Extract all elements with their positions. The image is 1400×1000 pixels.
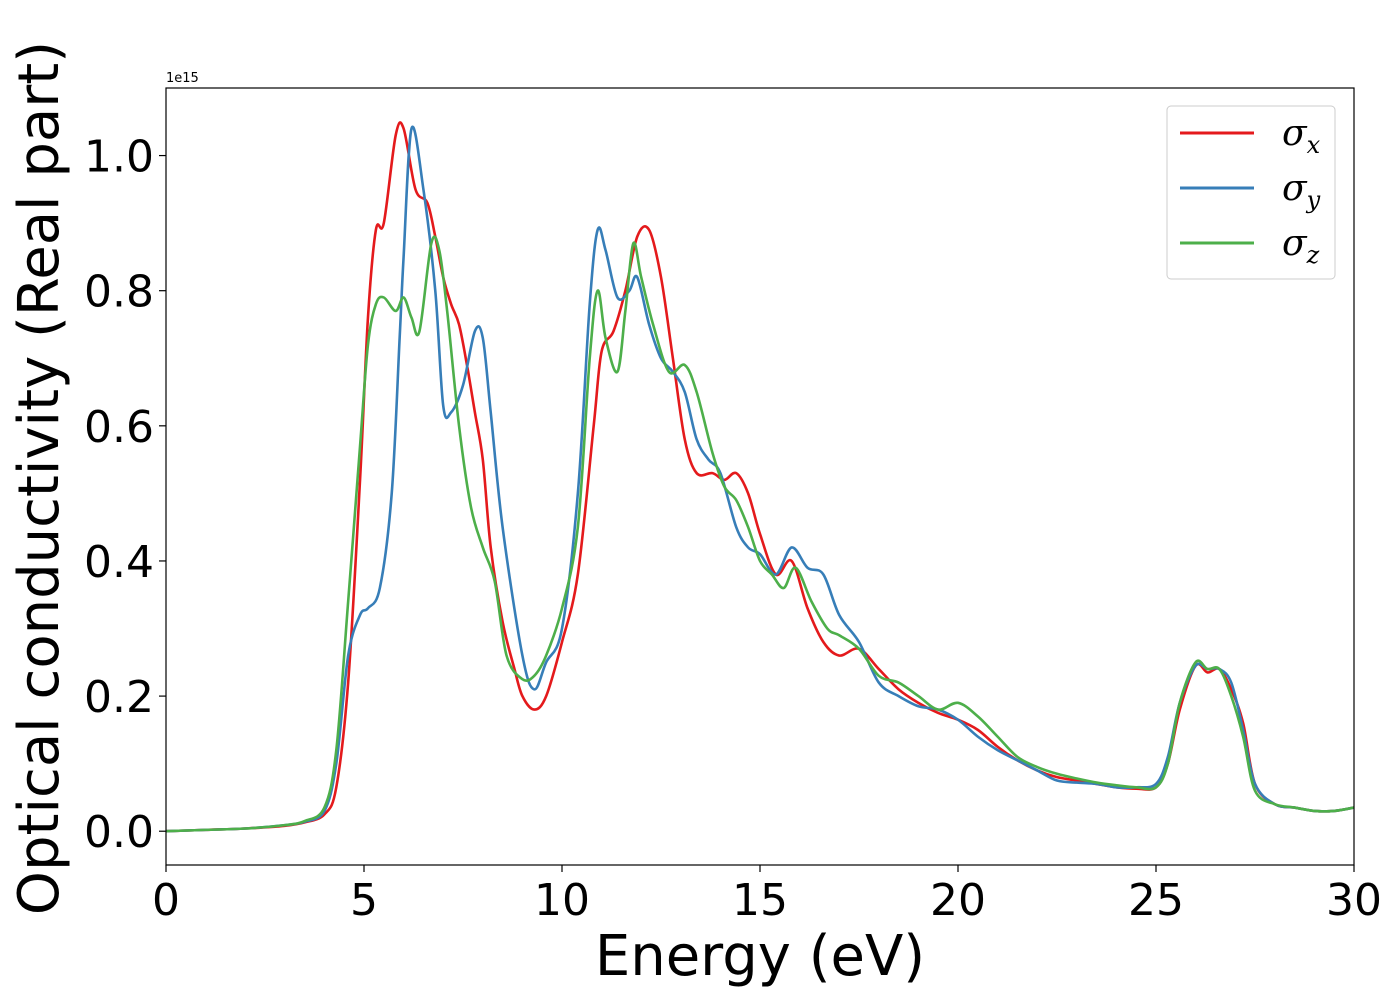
series-layer (166, 121, 1354, 833)
y-tick-label: 0.6 (84, 402, 154, 453)
x-tick-label: 25 (1128, 875, 1184, 926)
x-tick-label: 20 (930, 875, 986, 926)
y-tick-label: 0.0 (84, 807, 154, 858)
series-line-z (166, 235, 1354, 833)
y-tick-label: 0.8 (84, 267, 154, 318)
y-scale-exponent: 1e15 (166, 71, 199, 86)
x-tick-label: 5 (350, 875, 378, 926)
y-axis-title: Optical conductivity (Real part) (7, 41, 72, 915)
legend-box (1166, 105, 1336, 280)
x-axis-ticks: 0 5 10 15 20 25 30 (152, 865, 1382, 926)
y-axis-ticks: 0.0 0.2 0.4 0.6 0.8 1.0 (84, 132, 166, 858)
x-tick-label: 30 (1326, 875, 1382, 926)
y-tick-label: 0.4 (84, 537, 154, 588)
x-tick-label: 0 (152, 875, 180, 926)
x-axis-title: Energy (eV) (595, 924, 925, 989)
x-tick-label: 10 (534, 875, 590, 926)
x-tick-label: 15 (732, 875, 788, 926)
y-tick-label: 0.2 (84, 672, 154, 723)
y-tick-label: 1.0 (84, 132, 154, 183)
